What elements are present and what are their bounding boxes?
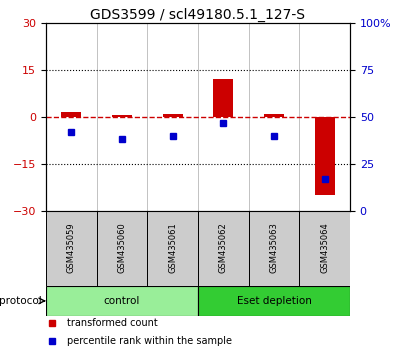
Bar bbox=[46, 211, 97, 286]
Text: percentile rank within the sample: percentile rank within the sample bbox=[67, 336, 232, 347]
Bar bbox=[213, 79, 234, 117]
Text: GSM435063: GSM435063 bbox=[270, 223, 278, 274]
Title: GDS3599 / scl49180.5.1_127-S: GDS3599 / scl49180.5.1_127-S bbox=[90, 8, 306, 22]
Text: Eset depletion: Eset depletion bbox=[236, 296, 312, 306]
Text: GSM435064: GSM435064 bbox=[320, 223, 329, 273]
Bar bbox=[299, 211, 350, 286]
Bar bbox=[61, 112, 82, 117]
Bar bbox=[198, 286, 350, 316]
Text: GSM435062: GSM435062 bbox=[219, 223, 228, 273]
Bar bbox=[162, 114, 183, 117]
Bar bbox=[147, 211, 198, 286]
Bar bbox=[46, 286, 198, 316]
Bar bbox=[112, 115, 132, 117]
Text: transformed count: transformed count bbox=[67, 318, 158, 328]
Bar bbox=[314, 117, 335, 195]
Text: control: control bbox=[104, 296, 140, 306]
Bar bbox=[264, 114, 284, 117]
Text: protocol: protocol bbox=[0, 296, 42, 306]
Bar bbox=[198, 211, 249, 286]
Text: GSM435059: GSM435059 bbox=[67, 223, 76, 273]
Text: GSM435061: GSM435061 bbox=[168, 223, 177, 273]
Text: GSM435060: GSM435060 bbox=[118, 223, 126, 273]
Bar bbox=[97, 211, 147, 286]
Bar bbox=[249, 211, 299, 286]
